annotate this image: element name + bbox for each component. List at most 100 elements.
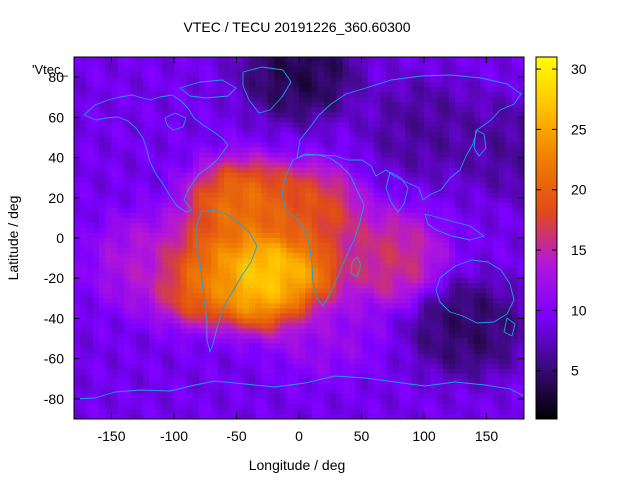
heatmap-cell <box>86 137 94 143</box>
heatmap-cell <box>467 187 475 194</box>
heatmap-cell <box>117 57 125 63</box>
heatmap-cell <box>380 197 387 204</box>
heatmap-cell <box>430 393 437 400</box>
heatmap-cell <box>417 273 425 279</box>
heatmap-cell <box>405 57 412 63</box>
heatmap-cell <box>449 323 456 329</box>
heatmap-cell <box>230 112 237 118</box>
heatmap-cell <box>186 232 194 239</box>
heatmap-cell <box>417 383 425 390</box>
heatmap-cell <box>155 227 162 234</box>
heatmap-cell <box>474 157 481 163</box>
heatmap-cell <box>261 227 269 234</box>
heatmap-cell <box>386 152 394 158</box>
heatmap-cell <box>386 388 394 395</box>
heatmap-cell <box>474 142 481 148</box>
heatmap-cell <box>136 348 144 355</box>
heatmap-cell <box>230 72 237 78</box>
heatmap-cell <box>505 328 512 334</box>
heatmap-cell <box>299 253 306 259</box>
heatmap-cell <box>224 232 231 239</box>
heatmap-cell <box>517 187 524 194</box>
heatmap-cell <box>392 343 400 350</box>
heatmap-cell <box>324 343 331 350</box>
heatmap-cell <box>142 142 150 148</box>
heatmap-cell <box>380 167 387 174</box>
heatmap-cell <box>105 142 112 148</box>
heatmap-cell <box>86 403 94 410</box>
heatmap-cell <box>330 227 337 234</box>
heatmap-cell <box>92 92 100 98</box>
heatmap-cell <box>430 398 437 405</box>
heatmap-cell <box>236 102 244 108</box>
heatmap-cell <box>486 87 494 93</box>
heatmap-cell <box>411 263 419 269</box>
heatmap-cell <box>461 343 469 350</box>
heatmap-cell <box>374 127 381 133</box>
heatmap-cell <box>149 107 156 113</box>
heatmap-cell <box>117 293 125 299</box>
heatmap-cell <box>311 368 319 375</box>
heatmap-cell <box>174 212 181 219</box>
heatmap-cell <box>386 127 394 133</box>
heatmap-cell <box>274 202 281 209</box>
heatmap-cell <box>92 207 100 214</box>
heatmap-cell <box>417 363 425 370</box>
heatmap-cell <box>480 258 487 264</box>
heatmap-cell <box>330 117 337 123</box>
heatmap-cell <box>417 137 425 143</box>
heatmap-cell <box>517 383 524 390</box>
heatmap-cell <box>255 313 262 319</box>
heatmap-cell <box>142 57 150 63</box>
heatmap-cell <box>167 192 175 199</box>
heatmap-cell <box>430 202 437 209</box>
heatmap-cell <box>117 142 125 148</box>
heatmap-cell <box>167 318 175 324</box>
heatmap-cell <box>392 313 400 319</box>
heatmap-cell <box>361 77 369 83</box>
heatmap-cell <box>92 62 100 68</box>
heatmap-cell <box>299 232 306 239</box>
heatmap-cell <box>230 132 237 138</box>
heatmap-cell <box>480 338 487 344</box>
heatmap-cell <box>467 157 475 163</box>
heatmap-cell <box>124 162 131 169</box>
heatmap-cell <box>111 253 119 259</box>
heatmap-cell <box>399 227 406 234</box>
heatmap-cell <box>105 197 112 204</box>
heatmap-cell <box>436 393 444 400</box>
heatmap-cell <box>317 157 325 163</box>
heatmap-cell <box>199 232 206 239</box>
heatmap-cell <box>461 132 469 138</box>
heatmap-cell <box>505 383 512 390</box>
heatmap-cell <box>374 147 381 153</box>
heatmap-cell <box>411 112 419 118</box>
heatmap-cell <box>405 217 412 224</box>
heatmap-cell <box>380 137 387 143</box>
heatmap-cell <box>99 303 106 309</box>
heatmap-cell <box>305 243 312 249</box>
heatmap-cell <box>342 318 350 324</box>
heatmap-cell <box>417 152 425 158</box>
heatmap-cell <box>511 62 519 68</box>
heatmap-cell <box>167 77 175 83</box>
heatmap-cell <box>380 278 387 284</box>
heatmap-cell <box>442 192 450 199</box>
heatmap-cell <box>217 303 225 309</box>
heatmap-cell <box>192 383 200 390</box>
heatmap-cell <box>261 172 269 179</box>
heatmap-cell <box>424 258 431 264</box>
heatmap-cell <box>242 227 250 234</box>
heatmap-cell <box>205 212 212 219</box>
heatmap-cell <box>242 82 250 88</box>
heatmap-cell <box>286 222 294 229</box>
heatmap-cell <box>167 152 175 158</box>
heatmap-cell <box>105 278 112 284</box>
heatmap-cell <box>411 288 419 294</box>
heatmap-cell <box>149 197 156 204</box>
heatmap-cell <box>242 72 250 78</box>
heatmap-cell <box>205 172 212 179</box>
heatmap-cell <box>461 137 469 143</box>
heatmap-cell <box>99 192 106 199</box>
heatmap-cell <box>505 288 512 294</box>
